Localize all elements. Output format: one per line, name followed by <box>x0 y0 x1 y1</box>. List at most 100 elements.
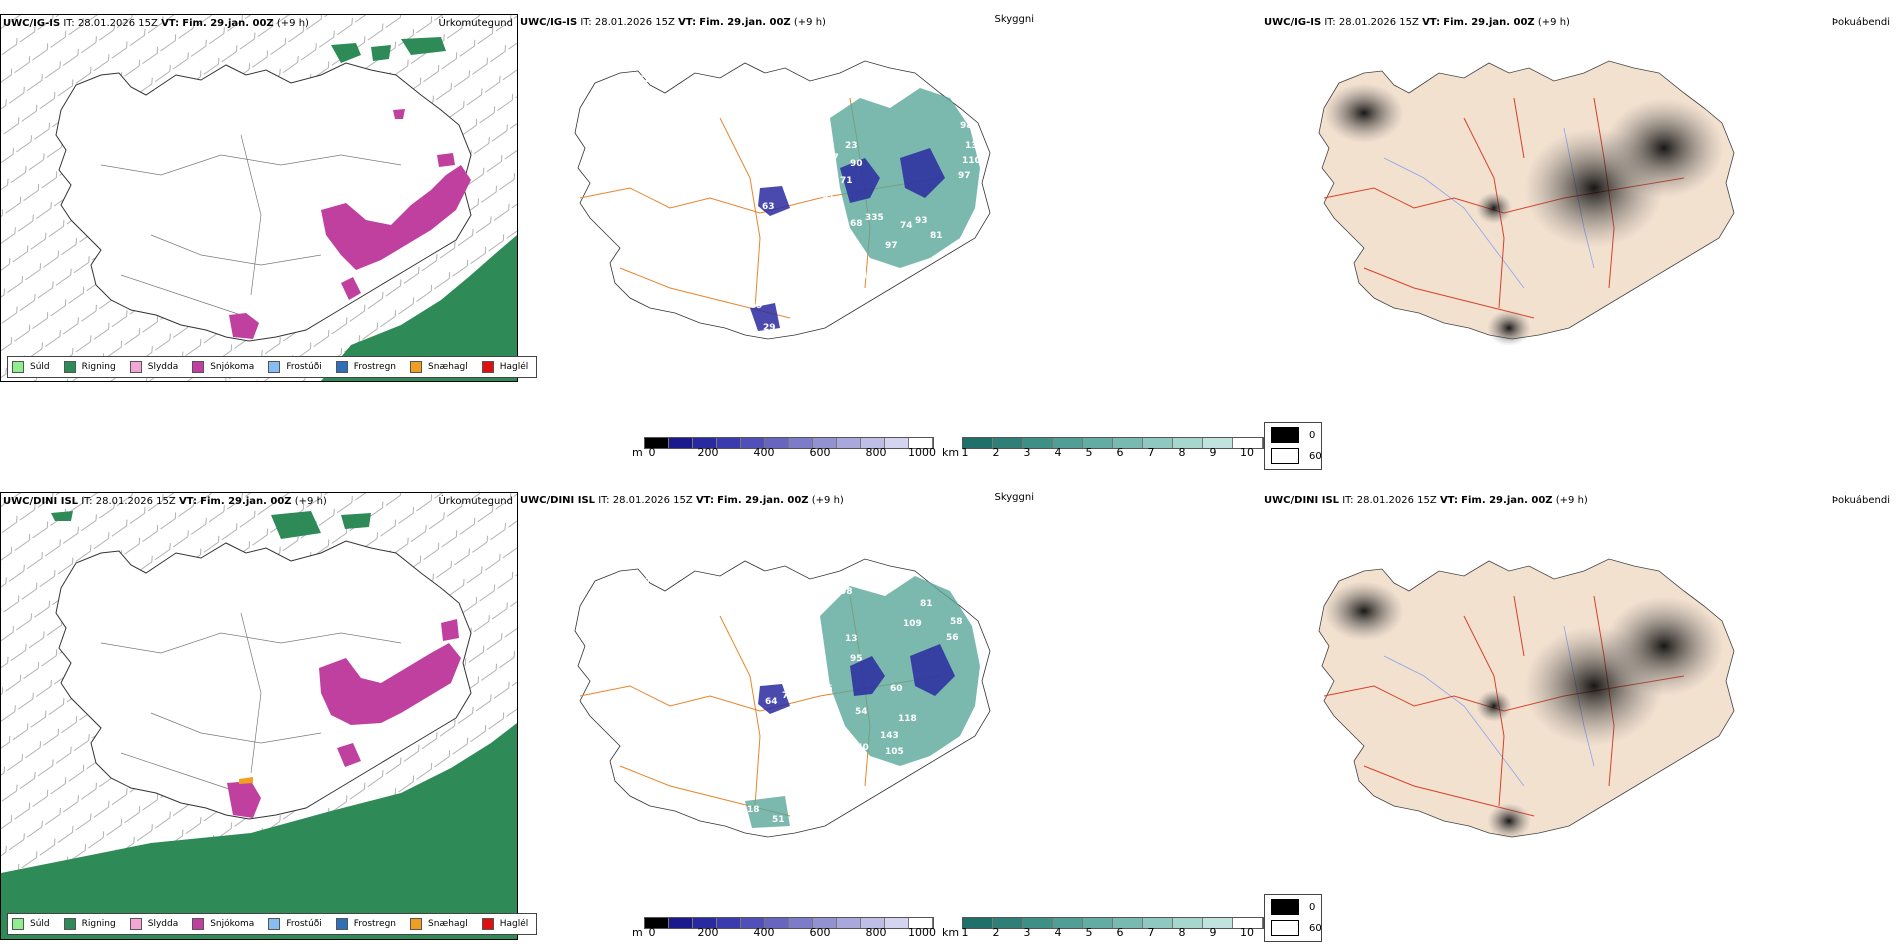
map-value-label: 44 <box>855 271 868 281</box>
legend-label: Súld <box>30 362 50 372</box>
map-value-label: 68 <box>850 219 863 229</box>
legend-swatch <box>410 361 423 373</box>
map-value-label: 90 <box>820 709 833 719</box>
legend-label: Frostregn <box>353 362 397 372</box>
legend-swatch <box>410 918 423 930</box>
model-name: UWC/DINI ISL <box>1264 495 1340 506</box>
visibility-value-labels: 33 93 98 81 109 58 56 92 13 95 76 64 70 … <box>638 571 963 825</box>
it-label: IT: <box>598 495 610 506</box>
model-name: UWC/IG-IS <box>520 17 578 28</box>
colorbar-cell <box>909 438 933 448</box>
legend-item-hail: Haglél <box>481 361 529 373</box>
panel-header: UWC/IG-IS IT: 28.01.2026 15Z VT: Fim. 29… <box>1264 17 1570 28</box>
colorbar-tick: 4 <box>1054 926 1062 939</box>
legend-label: Snjókoma <box>210 919 255 929</box>
map-value-label: 71 <box>840 176 853 186</box>
legend-swatch <box>129 361 142 373</box>
colorbar-tick: 800 <box>865 446 887 459</box>
panel-title: Úrkomutegund <box>438 496 513 507</box>
panel-title: Þokuábendi <box>1831 17 1890 28</box>
map-value-label: 98 <box>960 121 973 131</box>
legend-item-snow: Snjókoma <box>192 918 254 930</box>
colorbar-cell <box>1143 438 1173 448</box>
rain-area-north <box>51 511 371 539</box>
vt-label: VT: <box>1422 17 1441 28</box>
precip-map-top <box>1 15 517 381</box>
fog-shading <box>1604 98 1724 198</box>
legend-label: Haglél <box>499 362 529 372</box>
legend-item-hail: Haglél <box>481 918 528 930</box>
vt-value: Fim. 29.jan. 00Z <box>182 18 274 29</box>
colorbar-unit: m <box>632 926 643 939</box>
visibility-panel-top: UWC/IG-IS IT: 28.01.2026 15Z VT: Fim. 29… <box>520 14 1040 382</box>
colorbar-cell <box>909 918 933 928</box>
panel-header: UWC/DINI ISL IT: 28.01.2026 15Z VT: Fim.… <box>1264 495 1588 506</box>
fog-map-bottom <box>1318 558 1735 839</box>
panel-title: Þokuábendi <box>1831 495 1890 506</box>
map-value-label: 69 <box>750 301 763 311</box>
colorbar-cell <box>789 918 813 928</box>
map-value-label: 81 <box>822 191 835 201</box>
precip-type-legend-bottom: Súld Rigning Slydda Snjókoma Frostúði Fr… <box>7 913 538 935</box>
legend-item-snow-pellets: Snæhagl <box>410 361 468 373</box>
legend-label: Rigning <box>81 919 116 929</box>
colorbar-cell <box>1083 438 1113 448</box>
colorbar-tick: 7 <box>1147 926 1155 939</box>
colorbar-tick: 200 <box>697 926 719 939</box>
map-value-label: 54 <box>855 707 868 717</box>
colorbar-cell <box>1083 918 1113 928</box>
colorbar-cells <box>644 917 934 929</box>
colorbar-cell <box>1113 438 1143 448</box>
colorbar-cell <box>861 918 885 928</box>
map-value-label: 95 <box>850 654 863 664</box>
colorbar-tick: 600 <box>809 446 831 459</box>
legend-label: Snæhagl <box>428 919 468 929</box>
map-value-label: 102 <box>815 221 834 231</box>
legend-item-rain: Rigning <box>63 361 116 373</box>
colorbar-cell <box>717 918 741 928</box>
map-value-label: 18 <box>747 805 760 815</box>
colorbar-cell <box>1053 918 1083 928</box>
colorbar-cell <box>1053 438 1083 448</box>
visibility-value-labels: 27 160 62 108 98 130 110 97 23 90 71 117… <box>638 49 984 333</box>
colorbar-cell <box>1203 918 1233 928</box>
map-value-label: 27 <box>855 49 868 59</box>
precip-panel-top: Súld Rigning Slydda Snjókoma Frostúði Fr… <box>0 14 538 382</box>
visibility-map-bottom: 33 93 98 81 109 58 56 92 13 95 76 64 70 … <box>574 558 991 838</box>
colorbar-cell <box>813 438 837 448</box>
map-value-label: 335 <box>865 213 884 223</box>
it-label: IT: <box>580 17 592 28</box>
fog-legend-row: 60 <box>1271 448 1322 464</box>
legend-swatch <box>335 918 348 930</box>
legend-label: Frostúði <box>286 919 322 929</box>
colorbar-cell <box>693 918 717 928</box>
map-value-label: 81 <box>930 231 943 241</box>
it-value: 28.01.2026 15Z <box>612 495 693 506</box>
legend-swatch <box>481 361 494 373</box>
colorbar-cell <box>765 438 789 448</box>
map-value-label: 130 <box>965 141 984 151</box>
low-ceiling-area <box>750 148 945 331</box>
map-value-label: 70 <box>782 691 795 701</box>
colorbar-cell <box>717 438 741 448</box>
colorbar-tick: 0 <box>648 446 656 459</box>
colorbar-tick: 3 <box>1023 926 1031 939</box>
map-value-label: 64 <box>765 697 778 707</box>
map-value-label: 23 <box>845 141 858 151</box>
colorbar-tick: 400 <box>753 446 775 459</box>
vt-label: VT: <box>161 18 180 29</box>
colorbar-tick: 6 <box>1116 926 1124 939</box>
colorbar-cell <box>741 438 765 448</box>
it-label: IT: <box>1342 495 1354 506</box>
legend-item-rain: Rigning <box>63 918 116 930</box>
colorbar-cell <box>837 918 861 928</box>
map-value-label: 33 <box>638 575 651 585</box>
legend-item-freezing-rain: Frostregn <box>335 918 396 930</box>
ceiling-colorbar-top: m 0 200 400 600 800 1000 <box>632 437 936 461</box>
colorbar-cells <box>962 917 1264 929</box>
colorbar-tick: 800 <box>865 926 887 939</box>
lead-time: (+9 h) <box>1537 17 1570 28</box>
vt-label: VT: <box>1439 495 1458 506</box>
legend-item-snow-pellets: Snæhagl <box>410 918 468 930</box>
colorbar-cell <box>765 918 789 928</box>
